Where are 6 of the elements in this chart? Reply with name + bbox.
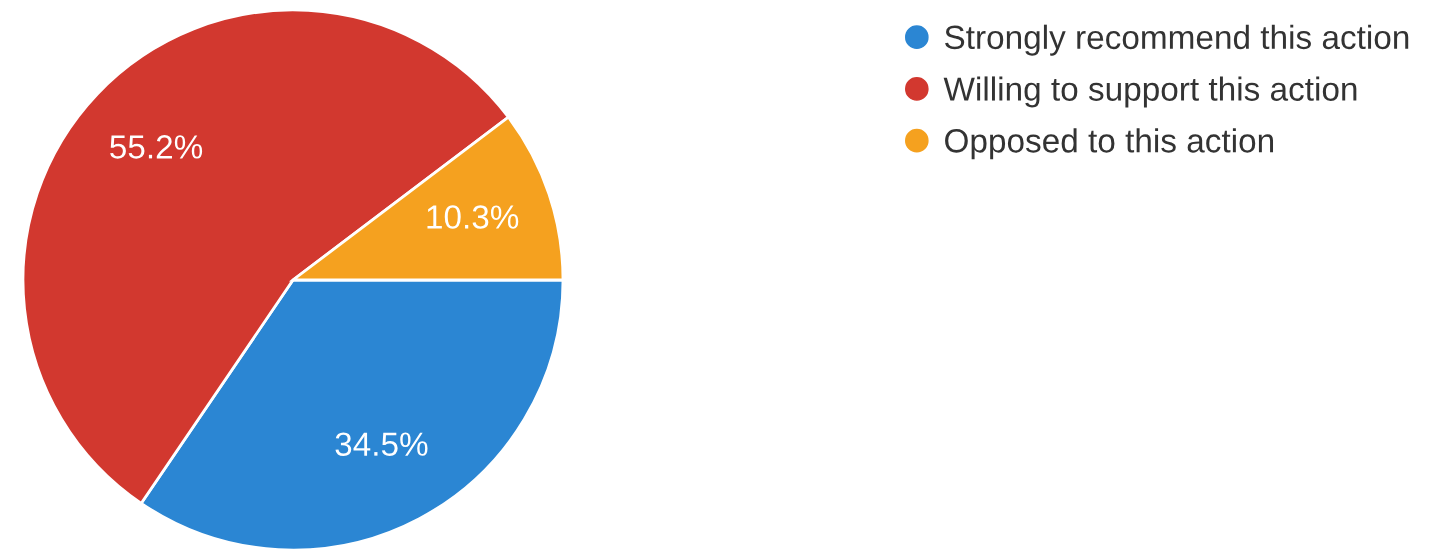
legend-label: Strongly recommend this action bbox=[945, 24, 1409, 56]
data-label: 34.5% bbox=[335, 432, 428, 456]
legend-label: Opposed to this action bbox=[945, 128, 1274, 160]
data-label: 10.3% bbox=[427, 205, 519, 229]
data-label: 55.2% bbox=[110, 135, 203, 159]
legend-label: Willing to support this action bbox=[943, 76, 1357, 108]
